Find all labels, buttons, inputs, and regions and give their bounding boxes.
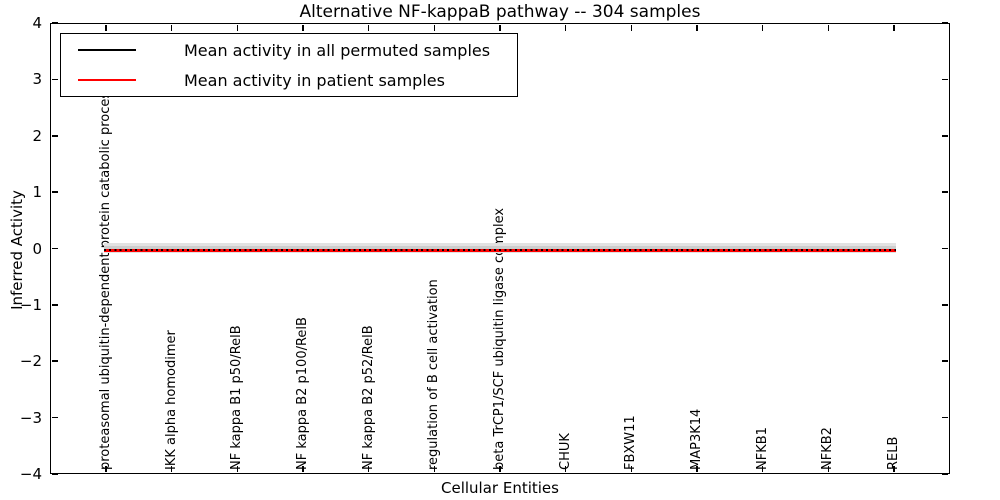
y-tick-mark (942, 416, 949, 419)
y-tick-mark (942, 22, 949, 24)
permuted-mean-line (104, 248, 896, 251)
x-tick-mark (630, 466, 633, 473)
y-tick-mark (51, 191, 58, 193)
y-tick-mark (942, 247, 949, 250)
x-tick-label: NF kappa B2 p100/RelB (295, 317, 310, 470)
x-tick-label: MAP3K14 (689, 408, 704, 470)
x-tick-label: regulation of B cell activation (426, 279, 442, 470)
y-tick-mark (942, 191, 949, 193)
y-tick-mark (51, 78, 58, 81)
legend-line-red (78, 79, 136, 81)
legend-label: Mean activity in patient samples (184, 70, 445, 90)
legend-entry-patient: Mean activity in patient samples (61, 68, 517, 92)
x-tick-mark (499, 24, 501, 31)
x-tick-mark (302, 24, 304, 31)
x-tick-mark (433, 24, 436, 31)
x-tick-mark (367, 466, 370, 473)
y-tick-mark (942, 134, 949, 137)
legend-entry-permuted: Mean activity in all permuted samples (61, 38, 517, 62)
x-tick-mark (761, 466, 764, 473)
y-tick-label: 4 (32, 14, 42, 32)
y-tick-mark (942, 360, 949, 363)
x-tick-mark (696, 466, 698, 473)
y-tick-label: −4 (19, 465, 42, 483)
x-tick-mark (170, 466, 173, 473)
x-tick-label: FBXW11 (623, 415, 639, 470)
x-tick-mark (893, 24, 895, 31)
y-tick-label: −2 (19, 352, 42, 371)
y-tick-label: 3 (32, 70, 42, 89)
x-tick-label: proteasomal ubiquitin-dependent protein … (98, 85, 113, 470)
y-tick-mark (942, 304, 949, 306)
x-tick-mark (499, 466, 501, 473)
x-tick-mark (564, 24, 567, 31)
x-tick-label: RELB (886, 436, 901, 470)
x-tick-mark (827, 24, 830, 31)
y-tick-label: 2 (32, 126, 42, 145)
x-tick-mark (105, 466, 107, 473)
chart-title: Alternative NF-kappaB pathway -- 304 sam… (299, 2, 701, 22)
x-tick-mark (302, 466, 304, 473)
y-tick-mark (942, 78, 949, 81)
y-tick-mark (51, 473, 58, 475)
x-tick-label: NFKB2 (820, 427, 836, 470)
y-tick-label: 0 (32, 239, 42, 258)
x-tick-mark (236, 24, 239, 31)
x-tick-mark (236, 466, 239, 473)
y-tick-label: 1 (32, 183, 42, 202)
x-tick-mark (761, 24, 764, 31)
x-tick-label: NF kappa B1 p50/RelB (229, 325, 245, 470)
x-tick-label: IKK alpha homodimer (163, 330, 179, 470)
x-tick-label: NF kappa B2 p52/RelB (360, 325, 376, 470)
legend-line-black (78, 49, 136, 51)
x-tick-mark (564, 466, 567, 473)
legend: Mean activity in all permuted samples Me… (60, 33, 518, 97)
plot-area (50, 23, 950, 474)
x-tick-mark (433, 466, 436, 473)
x-tick-mark (105, 24, 107, 31)
y-tick-mark (51, 134, 58, 137)
x-tick-mark (827, 466, 830, 473)
y-tick-mark (51, 304, 58, 306)
y-tick-mark (942, 473, 949, 475)
x-tick-mark (630, 24, 633, 31)
x-tick-label: NFKB1 (754, 427, 770, 470)
y-tick-mark (51, 360, 58, 363)
y-tick-mark (51, 416, 58, 419)
x-tick-mark (170, 24, 173, 31)
y-tick-label: −1 (19, 295, 42, 314)
y-tick-mark (51, 22, 58, 24)
y-tick-mark (51, 247, 58, 250)
x-tick-mark (893, 466, 895, 473)
x-tick-label: CHUK (557, 433, 573, 470)
x-tick-mark (696, 24, 698, 31)
x-axis-label: Cellular Entities (441, 479, 559, 497)
legend-label: Mean activity in all permuted samples (184, 40, 491, 60)
y-tick-label: −3 (19, 408, 42, 427)
x-tick-mark (367, 24, 370, 31)
